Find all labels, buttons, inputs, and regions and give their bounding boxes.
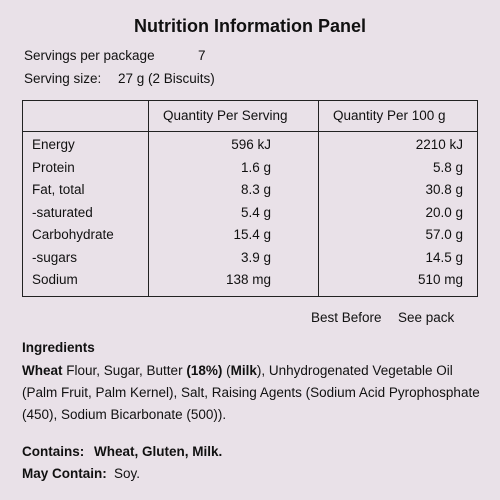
per-100g: 2210 kJ [415,137,463,152]
serving-size-value: 27 g (2 Biscuits) [118,71,215,86]
contains-label: Contains: [22,444,85,459]
column-header: Quantity Per Serving [163,108,288,123]
per-100g: 510 mg [417,272,463,287]
per-100g: 5.8 g [432,159,463,175]
per-100g: 30.8 g [425,182,463,197]
may-contain-value: Soy. [114,466,141,481]
ingredients-text: Wheat Flour, Sugar, Butter (18%) (Milk),… [22,360,484,426]
nutrition-table: Quantity Per Serving Quantity Per 100 g En… [22,100,478,297]
per-serving: 138 mg [225,272,271,287]
per-100g: 57.0 g [425,227,463,242]
servings-label: Servings per package [24,48,155,63]
row-label: -sugars [32,249,78,265]
ingredient-text: Flour, Sugar, Butter [62,363,187,378]
per-serving: 596 kJ [231,137,271,152]
per-serving: 15.4 g [233,227,271,242]
servings-value: 7 [198,48,206,63]
per-serving: 5.4 g [240,204,271,220]
divider [318,101,319,296]
may-contain-label: May Contain: [22,466,107,481]
ingredients-heading: Ingredients [22,340,95,355]
per-serving: 8.3 g [240,182,271,197]
best-before-value: See pack [398,310,455,325]
row-label: Carbohydrate [32,227,114,242]
ingredient-text: ( [222,363,231,378]
row-label: -saturated [32,204,93,220]
row-label: Sodium [32,272,78,287]
ingredient-text: (18%) [186,363,223,378]
divider [23,131,477,132]
ingredient-text: Wheat [22,363,63,378]
row-label: Protein [32,159,75,175]
per-serving: 3.9 g [240,249,271,265]
contains-value: Wheat, Gluten, Milk. [94,444,223,459]
serving-size-label: Serving size: [24,71,102,86]
ingredient-text: Milk [230,363,257,378]
per-100g: 20.0 g [425,204,463,220]
divider [148,101,149,296]
column-header: Quantity Per 100 g [333,108,446,123]
per-100g: 14.5 g [425,249,463,265]
title: Nutrition Information Panel [134,16,366,36]
ingredient-text: ), Unhydrogenated Vegetable Oil (Palm Fr… [22,363,480,422]
per-serving: 1.6 g [240,159,271,175]
row-label: Fat, total [32,182,85,197]
row-label: Energy [32,137,75,152]
best-before-label: Best Before [311,310,382,325]
